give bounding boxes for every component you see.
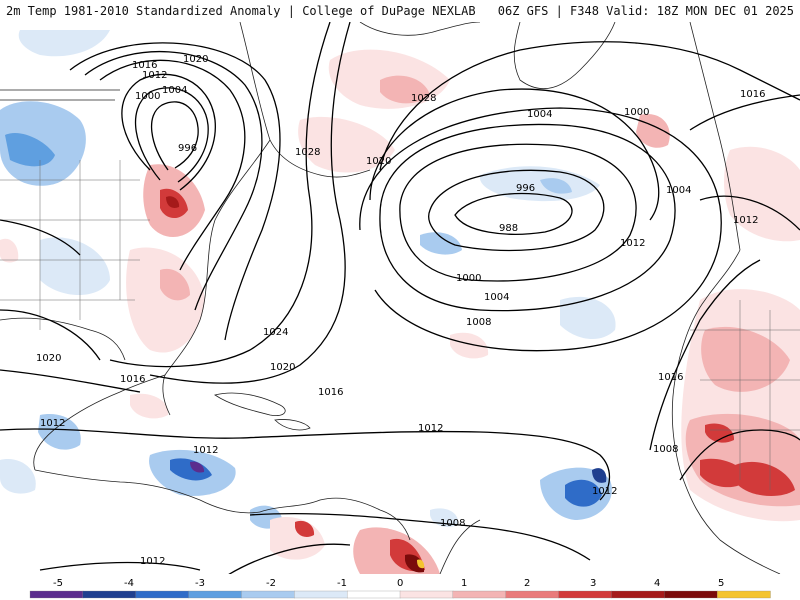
isobar-label: 1008 <box>466 317 491 328</box>
colorbar-tick-label: -4 <box>124 578 134 589</box>
warm-anomaly-shading <box>0 49 800 574</box>
colorbar-swatches <box>29 590 771 599</box>
colorbar-swatch <box>611 590 665 599</box>
map-title: 2m Temp 1981-2010 Standardized Anomaly |… <box>6 4 476 18</box>
colorbar-swatch <box>452 590 507 599</box>
isobar-label: 1020 <box>270 362 295 373</box>
isobar-label: 1012 <box>140 556 165 567</box>
model-run-info: 06Z GFS | F348 Valid: 18Z MON DEC 01 202… <box>497 4 794 18</box>
isobar-label: 1004 <box>666 185 691 196</box>
isobar-label: 1016 <box>740 89 765 100</box>
isobar-label: 1028 <box>295 147 320 158</box>
colorbar-tick-label: -3 <box>195 578 205 589</box>
isobar-labels: 1016 1012 1020 1004 1000 996 1028 1028 1… <box>36 54 765 567</box>
isobar-label: 1008 <box>440 518 465 529</box>
isobar-label: 1024 <box>263 327 288 338</box>
isobar-label: 1016 <box>120 374 145 385</box>
isobars <box>0 22 800 574</box>
isobar-label: 1012 <box>142 70 167 81</box>
colorbar-swatch <box>346 590 401 599</box>
isobar-label: 1012 <box>733 215 758 226</box>
isobar-label: 1012 <box>592 486 617 497</box>
colorbar-ticks: -5 -4 -3 -2 -1 0 1 2 3 4 5 <box>53 578 724 589</box>
isobar-label: 988 <box>499 223 518 234</box>
isobar-label: 1000 <box>135 91 160 102</box>
colorbar-tick-label: 1 <box>461 578 467 589</box>
isobar-label: 1020 <box>36 353 61 364</box>
colorbar-tick-label: -1 <box>337 578 347 589</box>
map-canvas: 1016 1012 1020 1004 1000 996 1028 1028 1… <box>0 22 800 574</box>
colorbar-swatch <box>82 590 137 599</box>
colorbar-tick-label: 0 <box>397 578 403 589</box>
isobar-label: 1012 <box>193 445 218 456</box>
isobar-label: 1012 <box>620 238 645 249</box>
isobar-label: 1004 <box>162 85 187 96</box>
isobar-label: 1016 <box>318 387 343 398</box>
isobar-label: 996 <box>178 143 197 154</box>
isobar-label: 1000 <box>624 107 649 118</box>
colorbar-swatch <box>241 590 295 599</box>
colorbar-tick-label: 3 <box>590 578 596 589</box>
isobar-label: 1028 <box>411 93 436 104</box>
isobar-label: 1004 <box>484 292 509 303</box>
colorbar-swatch <box>716 590 771 599</box>
isobar-label: 1012 <box>40 418 65 429</box>
isobar-label: 1016 <box>658 372 683 383</box>
isobar-label: 1020 <box>183 54 208 65</box>
colorbar-tick-label: 5 <box>718 578 724 589</box>
isobar-label: 1000 <box>456 273 481 284</box>
colorbar-swatch <box>135 590 190 599</box>
colorbar-swatch <box>188 590 243 599</box>
isobar-label: 1016 <box>132 60 157 71</box>
colorbar-tick-label: 4 <box>654 578 660 589</box>
isobar-label: 1020 <box>366 156 391 167</box>
colorbar-tick-label: 2 <box>524 578 530 589</box>
isobar-label: 1008 <box>653 444 678 455</box>
anomaly-colorbar: -5 -4 -3 -2 -1 0 1 2 3 4 5 <box>0 574 800 600</box>
colorbar-swatch <box>558 590 613 599</box>
colorbar-tick-label: -5 <box>53 578 63 589</box>
colorbar-swatch <box>294 590 348 599</box>
colorbar-swatch <box>29 590 84 599</box>
colorbar-swatch <box>505 590 560 599</box>
isobar-label: 996 <box>516 183 535 194</box>
colorbar-swatch <box>399 590 454 599</box>
weather-map: 1016 1012 1020 1004 1000 996 1028 1028 1… <box>0 22 800 574</box>
map-header: 2m Temp 1981-2010 Standardized Anomaly |… <box>0 0 800 22</box>
coastlines <box>0 22 781 574</box>
isobar-label: 1004 <box>527 109 552 120</box>
colorbar-swatch <box>664 590 718 599</box>
isobar-label: 1012 <box>418 423 443 434</box>
colorbar-tick-label: -2 <box>266 578 276 589</box>
cold-anomaly-shading <box>0 30 616 529</box>
colorbar-canvas: -5 -4 -3 -2 -1 0 1 2 3 4 5 <box>29 578 771 599</box>
